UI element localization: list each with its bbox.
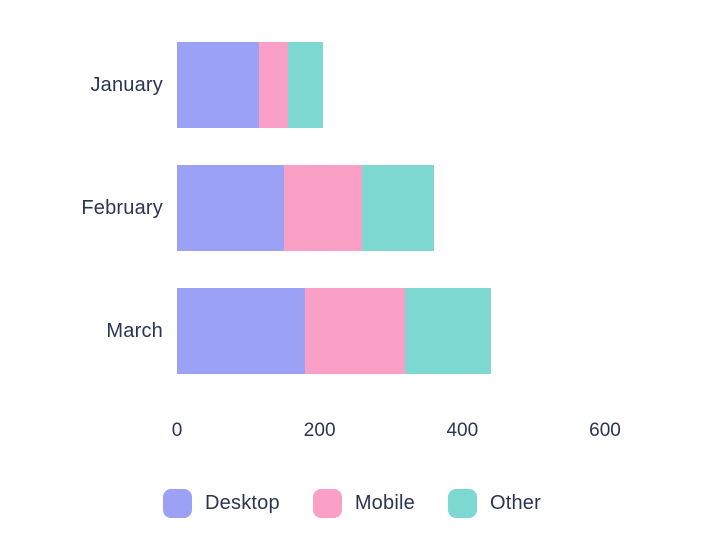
bar-row: February xyxy=(0,165,704,251)
legend-label: Mobile xyxy=(354,492,415,514)
bar-segment-mobile[interactable] xyxy=(305,288,406,374)
legend-label: Other xyxy=(489,492,541,514)
bar-segment-desktop[interactable] xyxy=(177,42,260,128)
x-axis-tick-label: 400 xyxy=(446,420,479,441)
legend-item-mobile[interactable]: Mobile xyxy=(312,489,415,518)
bar-segment-mobile[interactable] xyxy=(284,165,363,251)
legend-item-other[interactable]: Other xyxy=(447,489,541,518)
bar-track xyxy=(177,42,324,128)
legend-swatch-icon xyxy=(312,489,342,518)
x-axis-tick-label: 600 xyxy=(589,420,621,441)
category-label: March xyxy=(106,319,163,342)
bar-segment-mobile[interactable] xyxy=(259,42,288,128)
category-label: February xyxy=(81,196,163,219)
chart-legend: Desktop Mobile Other xyxy=(0,489,704,518)
bar-segment-other[interactable] xyxy=(405,288,491,374)
bar-segment-desktop[interactable] xyxy=(177,288,306,374)
bar-segment-other[interactable] xyxy=(287,42,324,128)
x-axis-tick-label: 0 xyxy=(171,420,183,441)
category-label: January xyxy=(90,73,163,96)
x-axis: 0 200 400 600 xyxy=(172,420,621,446)
legend-swatch-icon xyxy=(447,489,477,518)
legend-swatch-icon xyxy=(163,489,193,518)
bar-track xyxy=(177,288,491,374)
bar-segment-desktop[interactable] xyxy=(177,165,284,251)
x-axis-tick-label: 200 xyxy=(303,420,336,441)
bar-row: January xyxy=(0,42,704,128)
legend-item-desktop[interactable]: Desktop xyxy=(163,489,280,518)
legend-label: Desktop xyxy=(205,492,280,514)
bar-segment-other[interactable] xyxy=(362,165,434,251)
bar-track xyxy=(177,165,434,251)
bar-row: March xyxy=(0,288,704,374)
